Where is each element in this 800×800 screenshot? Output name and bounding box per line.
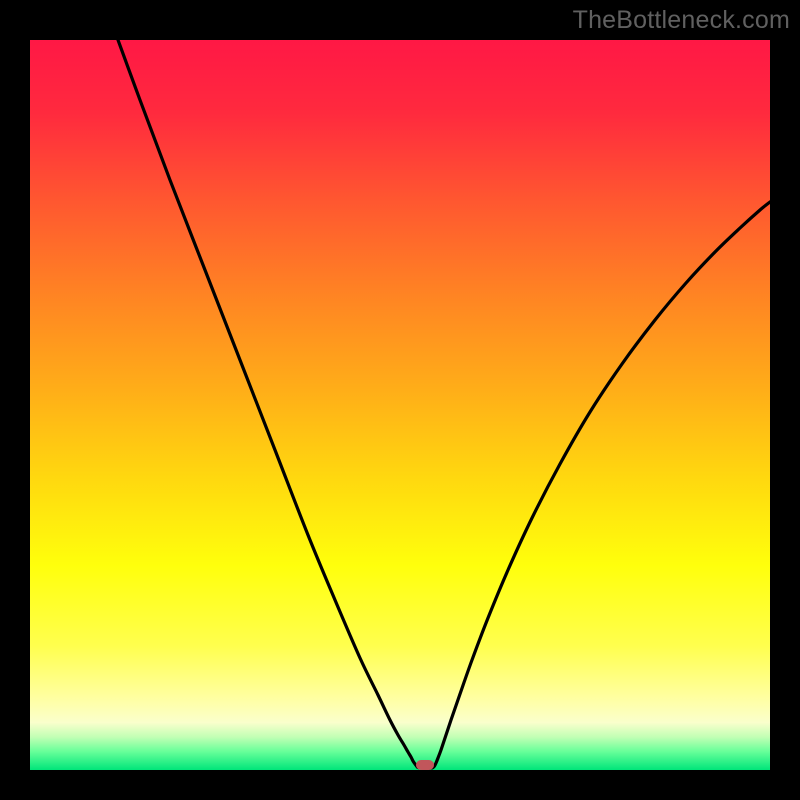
plot-frame — [30, 40, 770, 770]
watermark-text: TheBottleneck.com — [573, 6, 790, 35]
bottleneck-curve — [30, 40, 770, 770]
chart-canvas: TheBottleneck.com — [0, 0, 800, 800]
optimum-marker — [416, 760, 434, 770]
